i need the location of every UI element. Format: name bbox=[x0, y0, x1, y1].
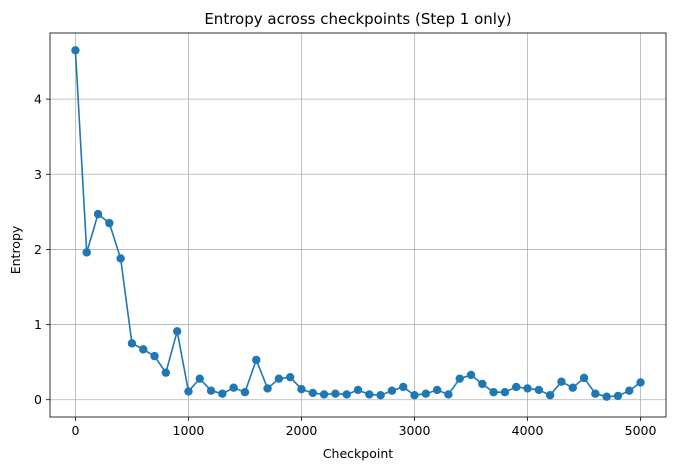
y-tick-label: 0 bbox=[34, 392, 42, 407]
data-point bbox=[545, 391, 555, 400]
data-point bbox=[432, 385, 442, 395]
x-tick-label: 3000 bbox=[399, 423, 431, 438]
data-point bbox=[421, 389, 431, 398]
data-point bbox=[240, 388, 250, 397]
y-tick-label: 3 bbox=[34, 167, 42, 182]
series-line bbox=[74, 50, 642, 398]
x-axis-label: Checkpoint bbox=[323, 446, 393, 461]
data-point bbox=[229, 383, 238, 392]
data-point bbox=[365, 390, 374, 399]
y-tick-label: 2 bbox=[34, 242, 42, 257]
data-point bbox=[512, 382, 521, 392]
data-point bbox=[71, 46, 80, 55]
data-point bbox=[206, 386, 216, 395]
data-point bbox=[274, 374, 284, 383]
data-point bbox=[613, 391, 623, 401]
data-point bbox=[478, 379, 487, 389]
data-point bbox=[387, 386, 397, 395]
data-point bbox=[105, 218, 114, 228]
plot-border bbox=[49, 32, 667, 418]
data-point bbox=[568, 383, 577, 392]
data-point bbox=[399, 382, 408, 392]
grid-lines bbox=[50, 33, 666, 417]
data-point bbox=[636, 378, 645, 387]
data-point bbox=[184, 387, 193, 396]
x-tick-label: 4000 bbox=[512, 423, 544, 438]
x-axis-ticks: 0 1000 2000 3000 4000 5000 bbox=[71, 417, 657, 438]
y-tick-label: 1 bbox=[34, 317, 42, 332]
data-point bbox=[263, 384, 272, 393]
data-point bbox=[252, 355, 261, 365]
data-point bbox=[455, 374, 464, 383]
data-point bbox=[591, 389, 600, 398]
data-point bbox=[602, 392, 611, 401]
y-tick-label: 4 bbox=[34, 92, 42, 107]
data-point bbox=[579, 373, 589, 383]
data-point bbox=[82, 248, 91, 257]
data-point bbox=[410, 391, 419, 400]
data-point bbox=[500, 388, 510, 397]
data-point bbox=[444, 390, 453, 399]
data-point bbox=[376, 391, 385, 400]
chart-title: Entropy across checkpoints (Step 1 only) bbox=[204, 10, 511, 28]
data-point bbox=[534, 385, 544, 395]
data-point bbox=[93, 209, 103, 219]
data-point bbox=[127, 339, 137, 348]
data-point bbox=[523, 384, 532, 393]
data-point bbox=[353, 385, 363, 395]
data-point bbox=[331, 389, 340, 398]
data-point bbox=[625, 386, 634, 395]
y-axis-label: Entropy bbox=[8, 225, 23, 274]
data-point bbox=[308, 388, 317, 398]
series-group bbox=[71, 46, 645, 401]
y-axis-ticks: 0 1 2 3 4 bbox=[34, 92, 50, 407]
data-point bbox=[172, 327, 182, 336]
data-point bbox=[150, 351, 159, 361]
data-point bbox=[218, 389, 227, 398]
data-point bbox=[489, 388, 498, 397]
data-point bbox=[161, 368, 171, 377]
data-point bbox=[342, 390, 351, 399]
plot-frame bbox=[49, 32, 667, 418]
x-tick-label: 5000 bbox=[625, 423, 657, 438]
data-point bbox=[319, 390, 329, 399]
data-point bbox=[116, 254, 125, 263]
x-tick-label: 1000 bbox=[173, 423, 205, 438]
x-tick-label: 0 bbox=[71, 423, 79, 438]
data-point bbox=[139, 345, 148, 354]
data-point bbox=[297, 384, 306, 394]
data-point bbox=[466, 370, 476, 380]
data-point bbox=[285, 372, 295, 382]
data-point bbox=[195, 374, 204, 383]
data-point bbox=[557, 377, 566, 386]
x-tick-label: 2000 bbox=[286, 423, 318, 438]
